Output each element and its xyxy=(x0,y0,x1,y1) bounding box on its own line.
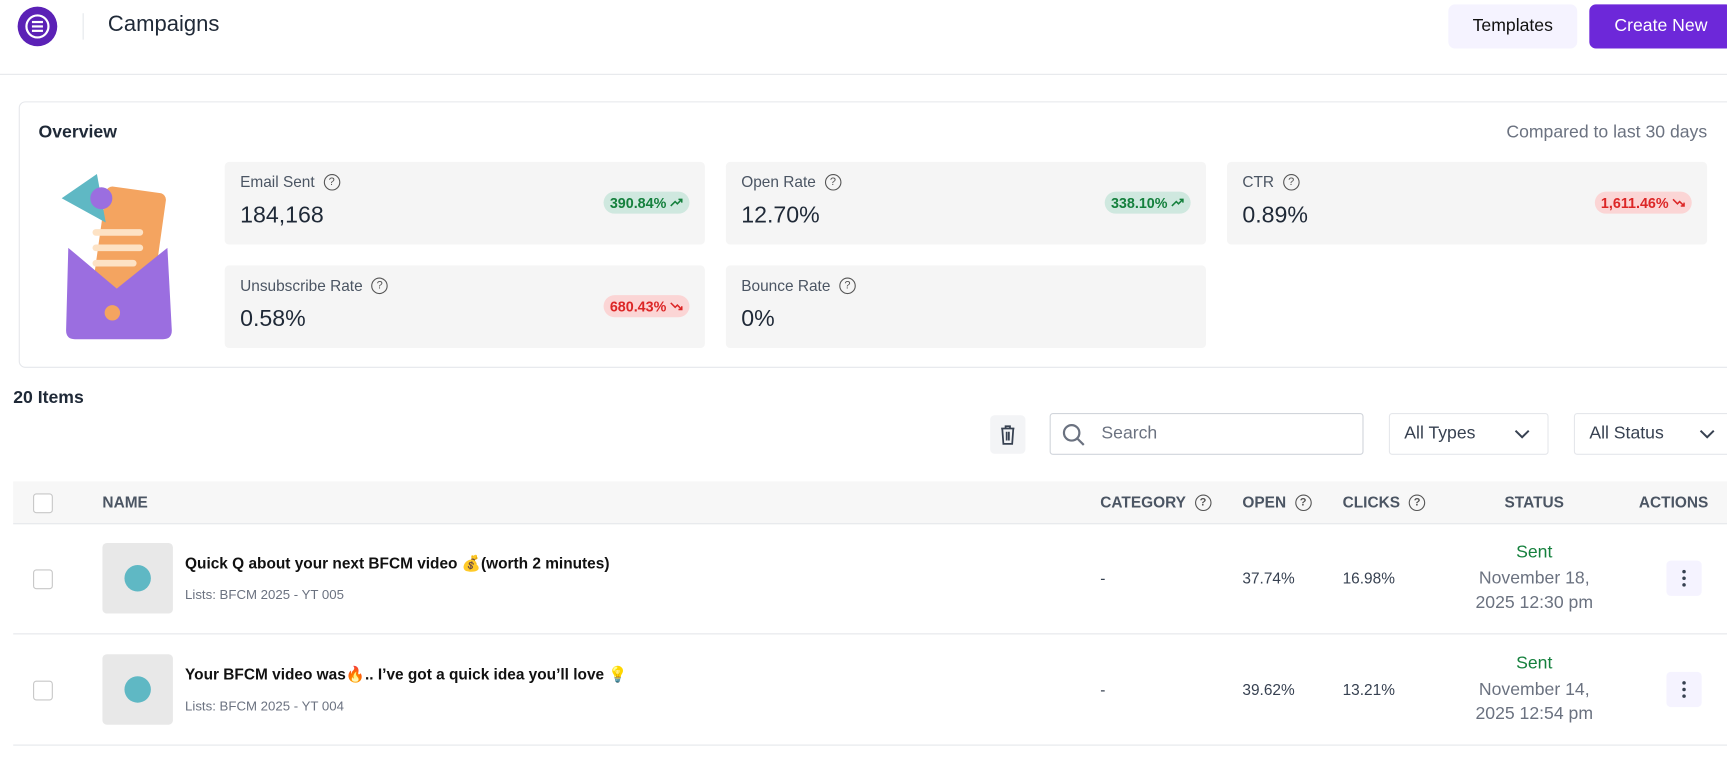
metric-card: Email Sent? 184,168 390.84% xyxy=(224,161,705,245)
help-icon: ? xyxy=(371,277,389,294)
row-checkbox[interactable] xyxy=(33,569,53,590)
thumbnail xyxy=(102,654,173,725)
actions-button[interactable] xyxy=(1666,560,1702,596)
compare-note: Compared to last 30 days xyxy=(1506,123,1708,143)
metric-value: 0.58% xyxy=(240,306,306,332)
help-icon: ? xyxy=(839,277,856,294)
metric-value: 12.70% xyxy=(741,202,820,228)
metric-label-row: Open Rate? xyxy=(741,172,842,191)
row-checkbox[interactable] xyxy=(33,680,53,701)
header-text: STATUS xyxy=(1504,493,1564,512)
open-rate: 37.74% xyxy=(1242,569,1295,588)
metric-label-row: Bounce Rate? xyxy=(741,276,856,295)
campaign-name[interactable]: Your BFCM video was🔥.. I’ve got a quick … xyxy=(185,665,628,683)
trend-icon xyxy=(1672,198,1685,207)
header-text: CLICKS xyxy=(1342,493,1401,512)
help-icon: ? xyxy=(323,173,341,190)
search-box[interactable]: Search xyxy=(1049,413,1364,455)
status: Sent xyxy=(1516,654,1553,673)
metric-card: Unsubscribe Rate? 0.58% 680.43% xyxy=(224,265,705,349)
sent-date: November 18, 2025 12:30 pm xyxy=(1475,569,1594,613)
header-clicks: CLICKS? xyxy=(1343,481,1426,523)
click-rate: 16.98% xyxy=(1342,569,1395,588)
metric-label: Email Sent xyxy=(240,172,315,191)
change-badge: 1,611.46% xyxy=(1594,191,1692,214)
header-category: CATEGORY? xyxy=(1100,481,1212,523)
help-icon: ? xyxy=(1282,173,1300,190)
header-actions: ACTIONS xyxy=(1639,481,1708,523)
trend-icon xyxy=(670,198,683,207)
header-text: ACTIONS xyxy=(1638,493,1709,512)
metric-label: Unsubscribe Rate xyxy=(240,276,363,295)
change-value: 1,611.46% xyxy=(1600,194,1669,211)
header-text: NAME xyxy=(102,493,148,512)
change-badge: 338.10% xyxy=(1104,191,1191,214)
campaign-name[interactable]: Quick Q about your next BFCM video 💰(wor… xyxy=(185,554,610,572)
templates-button[interactable]: Templates xyxy=(1448,4,1578,49)
overview-card xyxy=(18,101,1727,368)
metric-label-row: CTR? xyxy=(1242,172,1300,191)
metric-card: Bounce Rate? 0% xyxy=(725,265,1207,349)
thumbnail-icon xyxy=(124,565,151,592)
metric-card: Open Rate? 12.70% 338.10% xyxy=(725,161,1207,245)
header-open: OPEN? xyxy=(1242,481,1312,523)
create-new-button[interactable]: Create New xyxy=(1589,4,1727,49)
delete-button[interactable] xyxy=(990,415,1026,454)
change-value: 680.43% xyxy=(609,297,667,315)
metric-value: 0.89% xyxy=(1242,202,1308,228)
header-text: OPEN xyxy=(1242,493,1287,512)
metric-label: Open Rate xyxy=(741,172,816,191)
help-icon: ? xyxy=(824,173,842,190)
header-text: CATEGORY xyxy=(1100,493,1186,512)
metric-card: CTR? 0.89% 1,611.46% xyxy=(1226,161,1708,245)
change-badge: 680.43% xyxy=(603,295,690,318)
metric-value: 0% xyxy=(741,306,775,332)
status-filter[interactable]: All Status xyxy=(1573,413,1727,455)
items-count: 20 Items xyxy=(13,388,84,408)
status: Sent xyxy=(1516,542,1553,562)
table-header: NAME CATEGORY? OPEN? CLICKS? STATUS ACTI… xyxy=(13,481,1727,525)
thumbnail-icon xyxy=(124,676,151,703)
status-filter-label: All Status xyxy=(1589,424,1664,443)
header-border xyxy=(0,73,1727,75)
metric-label: Bounce Rate xyxy=(741,276,831,295)
type-filter-label: All Types xyxy=(1404,424,1476,443)
change-value: 390.84% xyxy=(609,194,667,211)
sent-date: November 14, 2025 12:54 pm xyxy=(1475,680,1594,724)
campaign-lists: Lists: BFCM 2025 - YT 004 xyxy=(185,698,344,714)
actions-button[interactable] xyxy=(1666,671,1702,708)
click-rate: 13.21% xyxy=(1342,680,1395,699)
logo[interactable] xyxy=(17,6,58,47)
type-filter[interactable]: All Types xyxy=(1388,413,1549,455)
select-all-checkbox[interactable] xyxy=(33,493,53,514)
overview-title: Overview xyxy=(38,123,117,143)
search-placeholder: Search xyxy=(1101,424,1158,443)
illustration xyxy=(61,174,172,340)
open-rate: 39.62% xyxy=(1242,680,1295,699)
metric-label-row: Unsubscribe Rate? xyxy=(240,276,389,295)
category: - xyxy=(1100,680,1106,699)
header-status: STATUS xyxy=(1505,481,1564,523)
campaign-lists: Lists: BFCM 2025 - YT 005 xyxy=(185,587,344,603)
table-row: Quick Q about your next BFCM video 💰(wor… xyxy=(13,523,1727,635)
metric-label: CTR xyxy=(1242,172,1275,191)
trend-icon xyxy=(1171,198,1184,207)
change-badge: 390.84% xyxy=(603,191,690,214)
metric-label-row: Email Sent? xyxy=(240,172,341,191)
header-name: NAME xyxy=(102,481,147,523)
metric-value: 184,168 xyxy=(240,202,324,228)
category: - xyxy=(1100,569,1106,588)
divider xyxy=(82,13,84,40)
change-value: 338.10% xyxy=(1110,194,1168,211)
trend-icon xyxy=(670,302,683,311)
table-row: Your BFCM video was🔥.. I’ve got a quick … xyxy=(13,634,1727,746)
thumbnail xyxy=(102,542,173,614)
page-title: Campaigns xyxy=(107,12,220,37)
